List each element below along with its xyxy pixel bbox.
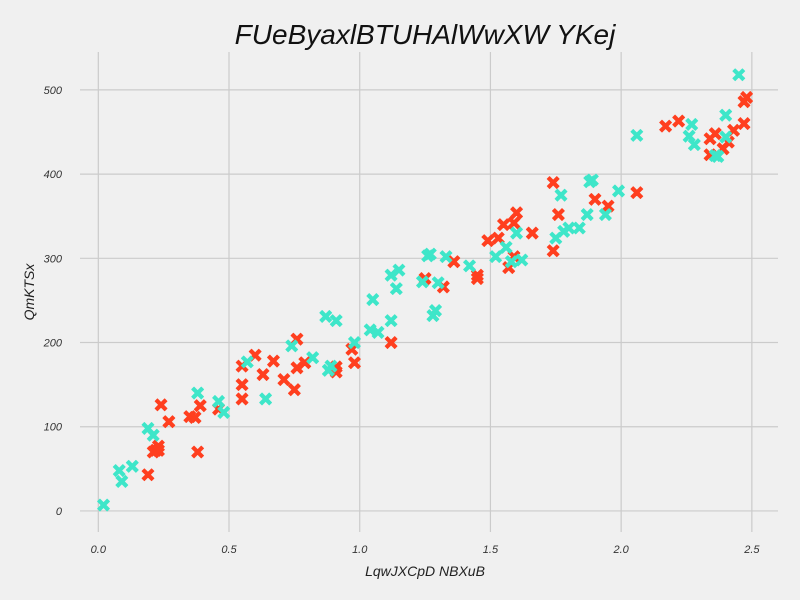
scatter-point	[256, 368, 270, 381]
scatter-point	[115, 475, 129, 488]
scatter-point	[630, 128, 644, 142]
y-tick-label: 100	[44, 422, 63, 434]
scatter-point	[319, 310, 333, 323]
y-tick-label: 400	[44, 169, 63, 181]
scatter-point	[572, 221, 586, 235]
scatter-point	[416, 275, 429, 289]
scatter-point	[389, 282, 403, 296]
scatter-point	[306, 351, 320, 365]
scatter-point	[481, 234, 495, 248]
x-tick-label: 0.5	[221, 544, 237, 556]
scatter-point	[719, 108, 733, 122]
y-tick-label: 500	[44, 85, 63, 97]
scatter-point	[191, 445, 205, 459]
scatter-point	[154, 398, 168, 412]
scatter-point	[235, 392, 249, 406]
scatter-point	[348, 336, 361, 349]
scatter-point	[439, 250, 453, 264]
y-tick-label: 0	[56, 506, 63, 518]
scatter-point	[685, 118, 699, 131]
scatter-point	[580, 208, 594, 221]
x-tick-label: 1.5	[483, 544, 499, 556]
scatter-point	[711, 150, 725, 163]
scatter-point	[191, 386, 205, 400]
scatter-point	[463, 259, 476, 273]
scatter-point	[525, 226, 539, 240]
scatter-point	[588, 192, 602, 206]
x-tick-label: 1.0	[352, 544, 368, 556]
scatter-point	[212, 395, 225, 408]
scatter-point	[599, 208, 612, 221]
scatter-point	[285, 339, 299, 353]
scatter-point	[193, 399, 207, 413]
scatter-point	[737, 117, 751, 130]
scatter-point	[740, 91, 754, 104]
scatter-point	[329, 314, 343, 328]
scatter-point	[384, 336, 398, 349]
scatter-point	[489, 250, 503, 264]
scatter-point	[188, 411, 202, 424]
x-tick-label: 2.5	[743, 544, 760, 556]
scatter-point	[162, 415, 176, 429]
scatter-point	[554, 188, 568, 202]
x-tick-label: 2.0	[612, 544, 629, 556]
y-tick-label: 200	[43, 338, 63, 350]
scatter-point	[515, 253, 529, 267]
chart-title: FUeByaxlBTUHAlWwXW YKej	[235, 19, 616, 50]
x-axis-label: LqwJXCpD NBXuB	[365, 563, 485, 579]
scatter-point	[392, 263, 406, 277]
scatter-point	[672, 114, 686, 128]
scatter-point	[552, 208, 565, 221]
data-points-layer	[97, 68, 754, 512]
scatter-point	[499, 240, 513, 254]
scatter-point	[112, 464, 126, 477]
scatter-point	[141, 468, 155, 482]
scatter-point	[431, 276, 445, 290]
scatter-point	[423, 247, 437, 261]
scatter-point	[97, 498, 110, 512]
scatter-point	[732, 68, 746, 82]
scatter-point	[612, 184, 625, 198]
scatter-point	[510, 226, 523, 240]
scatter-point	[510, 206, 523, 220]
scatter-point	[659, 119, 672, 133]
scatter-point	[366, 293, 380, 306]
scatter-point	[217, 406, 231, 419]
scatter-point	[277, 373, 291, 386]
scatter-point	[324, 359, 338, 373]
scatter-point	[384, 314, 398, 328]
scatter-series-2	[97, 68, 746, 512]
scatter-point	[491, 231, 505, 245]
scatter-point	[719, 130, 733, 144]
scatter-point	[152, 443, 165, 457]
scatter-point	[287, 383, 301, 397]
scatter-series-1	[141, 91, 754, 482]
scatter-point	[470, 272, 484, 285]
scatter-point	[235, 378, 249, 392]
scatter-point	[125, 459, 139, 473]
scatter-point	[240, 355, 254, 369]
scatter-point	[546, 244, 560, 258]
scatter-point	[630, 186, 644, 200]
y-tick-label: 300	[44, 253, 63, 265]
y-axis-label: QmKTSx	[21, 263, 37, 321]
scatter-point	[546, 176, 560, 189]
scatter-point	[682, 129, 696, 143]
scatter-point	[687, 138, 701, 152]
scatter-point	[348, 356, 361, 370]
scatter-point	[429, 304, 442, 317]
scatter-point	[267, 354, 280, 368]
tick-label-layer: 0.0 0.5 1.0 1.5 2.0 2.5 0 100 200 300 400 500	[43, 85, 761, 556]
x-tick-label: 0.0	[91, 544, 107, 556]
scatter-point	[259, 392, 273, 406]
scatter-point	[371, 326, 385, 339]
scatter-point	[708, 127, 722, 141]
scatter-point	[585, 173, 599, 187]
scatter-point	[507, 216, 521, 230]
scatter-point	[146, 428, 160, 442]
